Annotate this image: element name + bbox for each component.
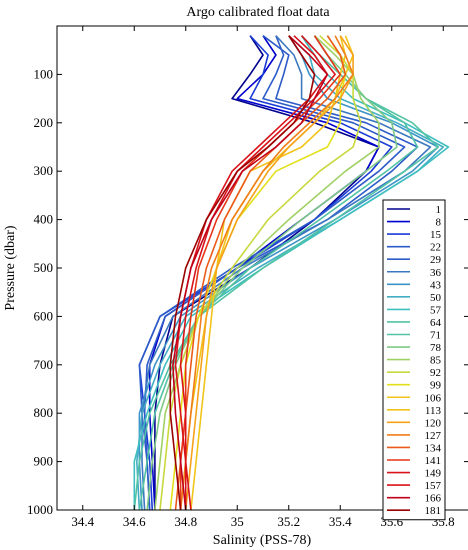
y-tick-label: 800	[34, 405, 54, 420]
series-line-134	[174, 35, 347, 511]
legend-label: 149	[425, 468, 442, 480]
x-axis-label: Salinity (PSS-78)	[213, 533, 312, 548]
legend-label: 166	[425, 493, 442, 505]
x-tick-label: 35	[231, 514, 244, 529]
legend-label: 78	[430, 342, 442, 354]
legend-label: 106	[425, 392, 442, 404]
legend-label: 64	[430, 317, 442, 329]
legend-label: 15	[430, 229, 442, 241]
series-line-127	[179, 35, 354, 511]
legend-label: 120	[425, 417, 442, 429]
legend-label: 99	[430, 380, 442, 392]
series-line-1	[154, 35, 380, 510]
y-axis-label: Pressure (dbar)	[3, 225, 18, 310]
legend-label: 85	[430, 355, 442, 367]
x-tick-label: 34.4	[71, 514, 94, 529]
legend-label: 50	[430, 292, 442, 304]
legend-label: 157	[425, 480, 442, 492]
legend-label: 1	[436, 204, 442, 216]
legend-label: 127	[425, 430, 442, 442]
y-tick-label: 200	[34, 115, 54, 130]
legend-label: 92	[430, 367, 441, 379]
y-tick-label: 300	[34, 163, 54, 178]
series-line-181	[169, 35, 316, 511]
x-tick-label: 34.8	[174, 514, 197, 529]
y-tick-label: 400	[34, 212, 54, 227]
legend-label: 57	[430, 304, 442, 316]
series-line-92	[159, 35, 362, 511]
legend-label: 113	[425, 405, 442, 417]
y-tick-label: 600	[34, 308, 54, 323]
legend-label: 43	[430, 279, 442, 291]
x-tick-label: 35.2	[277, 514, 300, 529]
series-line-149	[179, 35, 336, 510]
series-line-43	[138, 35, 439, 511]
legend-label: 36	[430, 267, 442, 279]
legend-label: 134	[425, 442, 442, 454]
series-line-36	[141, 35, 432, 511]
legend-label: 181	[425, 505, 442, 517]
series-layer	[133, 35, 450, 511]
y-tick-label: 100	[34, 66, 54, 81]
legend-label: 8	[436, 217, 442, 229]
y-tick-label: 900	[34, 454, 54, 469]
series-line-166	[172, 35, 329, 511]
y-tick-label: 700	[34, 357, 54, 372]
x-tick-label: 35.4	[329, 514, 352, 529]
chart-title: Argo calibrated float data	[186, 5, 330, 20]
x-tick-label: 34.6	[123, 514, 146, 529]
legend-label: 29	[430, 254, 442, 266]
legend-label: 141	[425, 455, 442, 467]
y-tick-label: 1000	[27, 502, 53, 517]
series-line-78	[146, 35, 398, 511]
y-axis-ticks: 100 200 300 400 500 600 700 800 900 1000	[27, 66, 468, 517]
y-tick-label: 500	[34, 260, 54, 275]
series-line-141	[179, 35, 342, 510]
legend-label: 22	[430, 242, 441, 254]
legend-label: 71	[430, 330, 441, 342]
series-line-85	[154, 35, 380, 511]
legend: 1815222936435057647178859299106113120127…	[382, 199, 446, 521]
